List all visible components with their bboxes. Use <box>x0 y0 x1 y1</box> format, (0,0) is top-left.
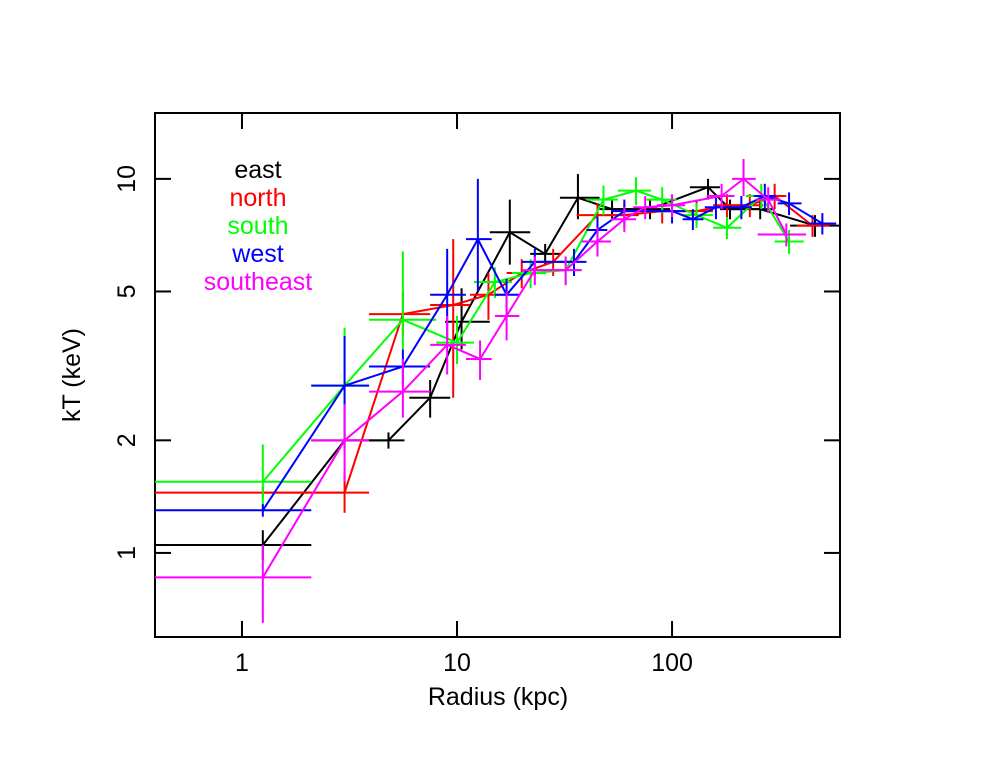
y-tick-label: 2 <box>113 433 141 447</box>
series-line <box>261 177 788 578</box>
x-tick-label: 1 <box>235 649 249 677</box>
legend-entry: north <box>230 184 287 212</box>
x-axis-label: Radius (kpc) <box>428 683 568 711</box>
y-tick-label: 1 <box>113 546 141 560</box>
plot-frame <box>154 112 841 638</box>
x-tick-label: 100 <box>651 649 693 677</box>
legend-entry: southeast <box>204 268 312 296</box>
series-line <box>261 194 823 511</box>
y-tick-label: 10 <box>113 165 141 193</box>
x-tick-label: 10 <box>443 649 471 677</box>
series-line <box>262 189 790 483</box>
legend-entry: south <box>227 212 288 240</box>
y-tick-label: 5 <box>113 285 141 299</box>
legend-entry: west <box>231 240 283 268</box>
legend-entry: east <box>234 156 281 184</box>
y-axis-label: kT (keV) <box>58 328 86 422</box>
